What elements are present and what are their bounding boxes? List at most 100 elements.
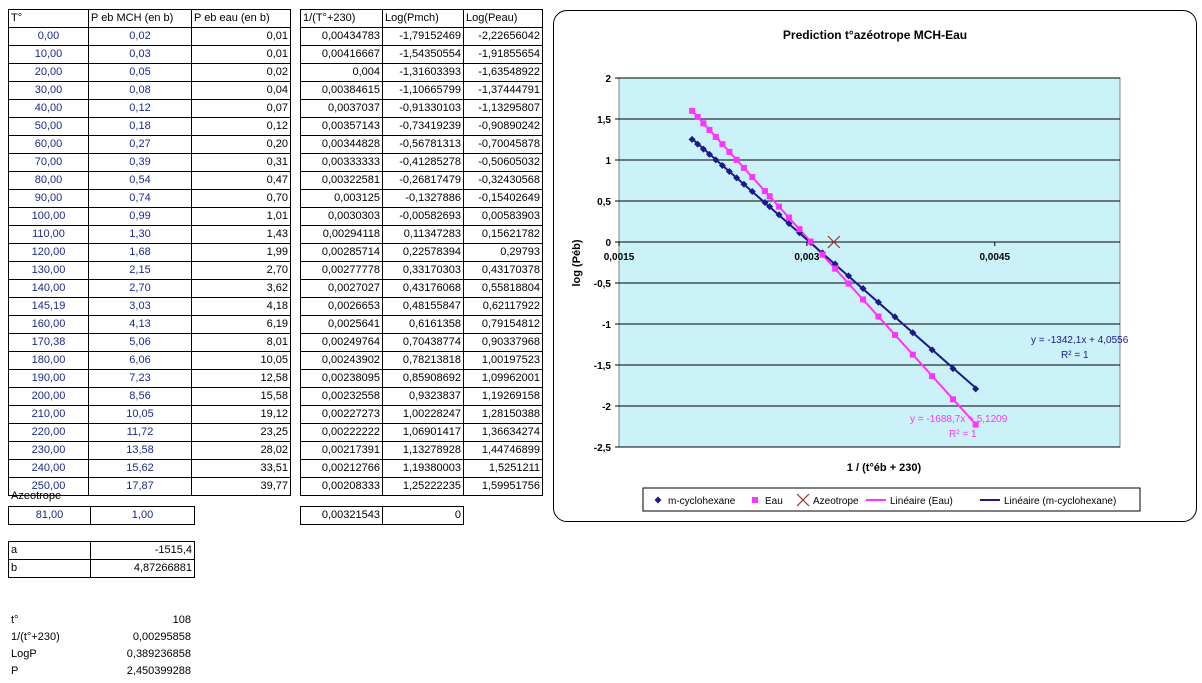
log_table-cell[interactable]: 0,00232558: [300, 387, 383, 406]
main_table-cell[interactable]: 15,62: [88, 459, 192, 478]
main_table-cell[interactable]: 23,25: [191, 423, 291, 442]
log_table-header-0[interactable]: 1/(T°+230): [300, 9, 383, 28]
log_table-cell[interactable]: -0,70045878: [463, 135, 543, 154]
log_table-cell[interactable]: -1,10665799: [382, 81, 464, 100]
log_table-cell[interactable]: 0,00434783: [300, 27, 383, 46]
main_table-cell[interactable]: 6,06: [88, 351, 192, 370]
log_table-cell[interactable]: 0,43176068: [382, 279, 464, 298]
main_table-cell[interactable]: 0,01: [191, 27, 291, 46]
main_table-cell[interactable]: 50,00: [8, 117, 89, 136]
log_table-cell[interactable]: 0,004: [300, 63, 383, 82]
log_table-cell[interactable]: -0,26817479: [382, 171, 464, 190]
log_table-cell[interactable]: 0,00583903: [463, 207, 543, 226]
log_table-cell[interactable]: 0,43170378: [463, 261, 543, 280]
log_table-cell[interactable]: -1,13295807: [463, 99, 543, 118]
main_table-cell[interactable]: 2,15: [88, 261, 192, 280]
log_table-cell[interactable]: -0,15402649: [463, 189, 543, 208]
main_table-cell[interactable]: 0,12: [191, 117, 291, 136]
log_table-cell[interactable]: 0,15621782: [463, 225, 543, 244]
main_table-cell[interactable]: 0,39: [88, 153, 192, 172]
log_table-cell[interactable]: 0,00357143: [300, 117, 383, 136]
main_table-cell[interactable]: 230,00: [8, 441, 89, 460]
log_table-cell[interactable]: 0,00243902: [300, 351, 383, 370]
log_table-cell[interactable]: -0,1327886: [382, 189, 464, 208]
main_table-cell[interactable]: 130,00: [8, 261, 89, 280]
main_table-cell[interactable]: 160,00: [8, 315, 89, 334]
log_table-cell[interactable]: 0,00212766: [300, 459, 383, 478]
main_table-cell[interactable]: 0,00: [8, 27, 89, 46]
log_table-cell[interactable]: -1,91855654: [463, 45, 543, 64]
log_table-cell[interactable]: 0,55818804: [463, 279, 543, 298]
main_table-cell[interactable]: 0,02: [191, 63, 291, 82]
log_table-header-1[interactable]: Log(Pmch): [382, 9, 464, 28]
main_table-cell[interactable]: 20,00: [8, 63, 89, 82]
log_table-cell[interactable]: 1,00197523: [463, 351, 543, 370]
main_table-cell[interactable]: 0,05: [88, 63, 192, 82]
calc-t-value[interactable]: 108: [172, 614, 191, 626]
main_table-cell[interactable]: 0,27: [88, 135, 192, 154]
main_table-cell[interactable]: 10,00: [8, 45, 89, 64]
main_table-cell[interactable]: 13,58: [88, 441, 192, 460]
azeotrope-log-pressure[interactable]: 0: [382, 506, 464, 525]
log_table-cell[interactable]: -0,00582693: [382, 207, 464, 226]
main_table-cell[interactable]: 1,43: [191, 225, 291, 244]
log_table-cell[interactable]: 0,90337968: [463, 333, 543, 352]
main_table-cell[interactable]: 210,00: [8, 405, 89, 424]
main_table-cell[interactable]: 1,30: [88, 225, 192, 244]
log_table-cell[interactable]: 0,00222222: [300, 423, 383, 442]
log_table-cell[interactable]: 1,06901417: [382, 423, 464, 442]
main_table-cell[interactable]: 0,70: [191, 189, 291, 208]
log_table-cell[interactable]: 1,59951756: [463, 477, 543, 496]
log_table-cell[interactable]: -1,63548922: [463, 63, 543, 82]
log_table-cell[interactable]: 0,0027027: [300, 279, 383, 298]
main_table-cell[interactable]: 0,47: [191, 171, 291, 190]
log_table-cell[interactable]: 0,00208333: [300, 477, 383, 496]
log_table-cell[interactable]: 0,0030303: [300, 207, 383, 226]
log_table-cell[interactable]: 0,00277778: [300, 261, 383, 280]
log_table-cell[interactable]: 0,00416667: [300, 45, 383, 64]
log_table-cell[interactable]: 0,00217391: [300, 441, 383, 460]
calc-logp-value[interactable]: 0,389236858: [126, 648, 191, 660]
main_table-cell[interactable]: 1,99: [191, 243, 291, 262]
main_table-cell[interactable]: 0,99: [88, 207, 192, 226]
log_table-cell[interactable]: 1,00228247: [382, 405, 464, 424]
log_table-cell[interactable]: 0,0037037: [300, 99, 383, 118]
calc-inverse-value[interactable]: 0,00295858: [132, 631, 191, 643]
log_table-cell[interactable]: 0,003125: [300, 189, 383, 208]
main_table-cell[interactable]: 70,00: [8, 153, 89, 172]
log_table-cell[interactable]: 0,00285714: [300, 243, 383, 262]
log_table-cell[interactable]: 0,62117922: [463, 297, 543, 316]
azeotrope-inverse-temperature[interactable]: 0,00321543: [300, 506, 383, 525]
main_table-cell[interactable]: 1,01: [191, 207, 291, 226]
log_table-cell[interactable]: 0,0026653: [300, 297, 383, 316]
main_table-cell[interactable]: 110,00: [8, 225, 89, 244]
log_table-cell[interactable]: 0,78213818: [382, 351, 464, 370]
main_table-cell[interactable]: 0,18: [88, 117, 192, 136]
log_table-cell[interactable]: 0,29793: [463, 243, 543, 262]
main_table-cell[interactable]: 100,00: [8, 207, 89, 226]
log_table-cell[interactable]: 0,00344828: [300, 135, 383, 154]
main_table-cell[interactable]: 120,00: [8, 243, 89, 262]
log_table-cell[interactable]: 0,70438774: [382, 333, 464, 352]
log_table-cell[interactable]: -0,90890242: [463, 117, 543, 136]
log_table-cell[interactable]: 0,48155847: [382, 297, 464, 316]
main_table-cell[interactable]: 60,00: [8, 135, 89, 154]
log_table-cell[interactable]: 1,44746899: [463, 441, 543, 460]
main_table-cell[interactable]: 28,02: [191, 441, 291, 460]
main_table-cell[interactable]: 4,13: [88, 315, 192, 334]
main_table-cell[interactable]: 33,51: [191, 459, 291, 478]
log_table-cell[interactable]: 1,13278928: [382, 441, 464, 460]
main_table-cell[interactable]: 0,31: [191, 153, 291, 172]
main_table-cell[interactable]: 90,00: [8, 189, 89, 208]
log_table-cell[interactable]: -1,54350554: [382, 45, 464, 64]
main_table-cell[interactable]: 145,19: [8, 297, 89, 316]
legend-box[interactable]: [642, 487, 1141, 512]
main_table-cell[interactable]: 2,70: [88, 279, 192, 298]
calc-p-value[interactable]: 2,450399288: [126, 665, 191, 677]
log_table-cell[interactable]: 0,00238095: [300, 369, 383, 388]
main_table-cell[interactable]: 30,00: [8, 81, 89, 100]
main_table-cell[interactable]: 170,38: [8, 333, 89, 352]
main_table-header-0[interactable]: T°: [8, 9, 89, 28]
main_table-header-2[interactable]: P eb eau (en b): [191, 9, 291, 28]
main_table-cell[interactable]: 7,23: [88, 369, 192, 388]
